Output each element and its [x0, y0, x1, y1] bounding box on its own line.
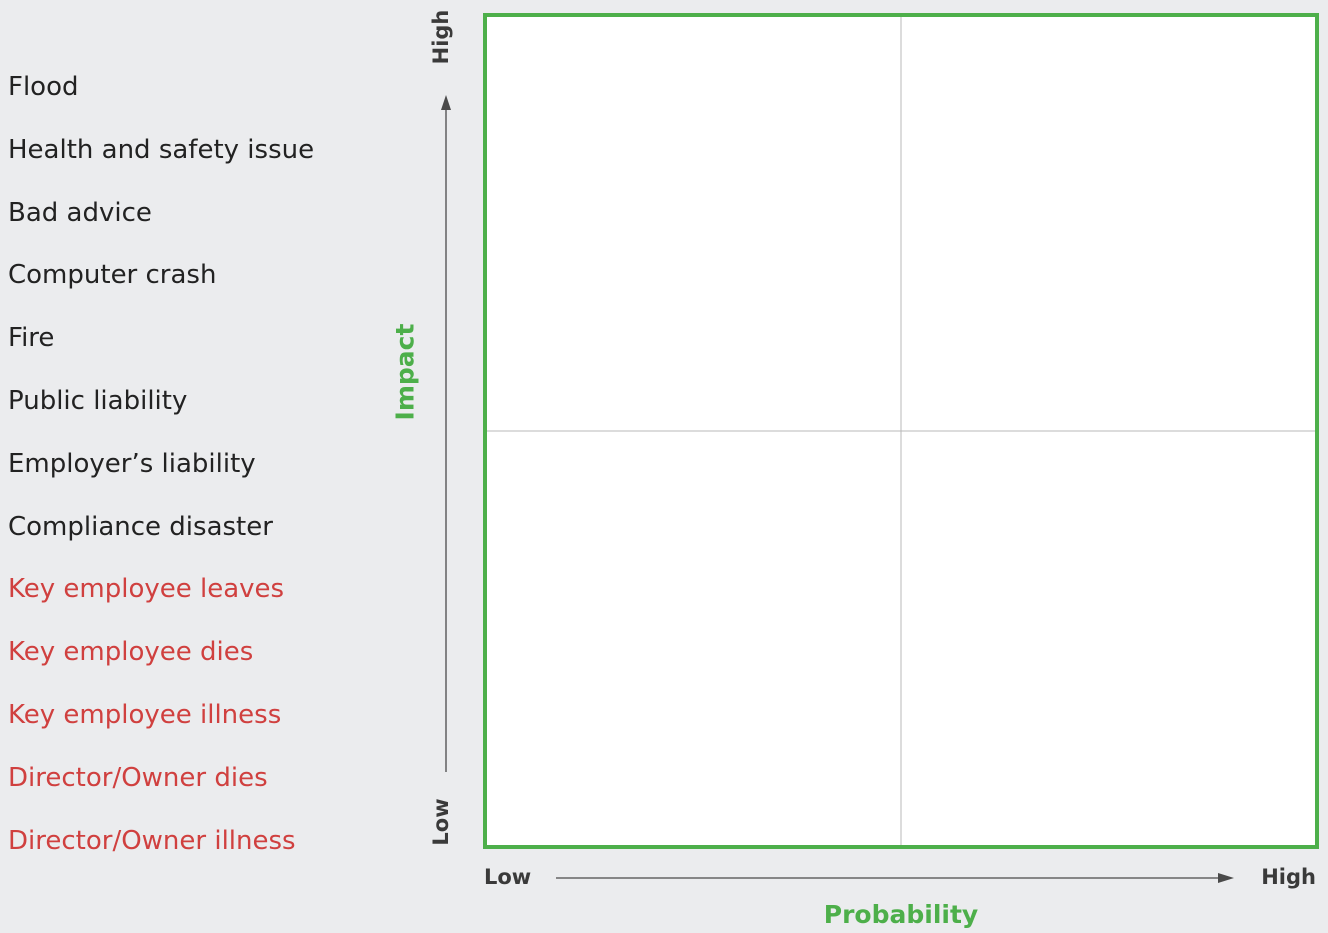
risk-item: Key employee illness [8, 699, 282, 730]
y-axis-low-label: Low [429, 798, 453, 846]
risk-item: Key employee dies [8, 637, 254, 668]
risk-item: Employer’s liability [8, 448, 256, 479]
risk-matrix [483, 13, 1319, 849]
matrix-horizontal-divider [487, 430, 1315, 432]
risk-item: Computer crash [8, 260, 217, 291]
risk-item: Bad advice [8, 197, 152, 228]
risk-item: Fire [8, 323, 55, 354]
y-axis-title: Impact [390, 323, 420, 421]
x-axis-high-label: High [1261, 865, 1316, 889]
risk-item: Public liability [8, 385, 188, 416]
risk-item: Flood [8, 72, 79, 102]
risk-item: Compliance disaster [8, 511, 273, 542]
x-axis-low-label: Low [484, 865, 532, 889]
risk-item: Health and safety issue [8, 134, 315, 165]
x-axis-arrowhead [1218, 873, 1234, 883]
risk-item: Key employee leaves [8, 574, 285, 605]
risk-item: Director/Owner dies [8, 762, 268, 793]
risk-list: Flood Health and safety issue Bad advice Co… [8, 56, 314, 872]
y-axis-high-label: High [429, 9, 453, 65]
risk-item: Director/Owner illness [8, 825, 296, 856]
x-axis-title: Probability [823, 900, 979, 929]
y-axis-arrowhead [441, 95, 451, 110]
